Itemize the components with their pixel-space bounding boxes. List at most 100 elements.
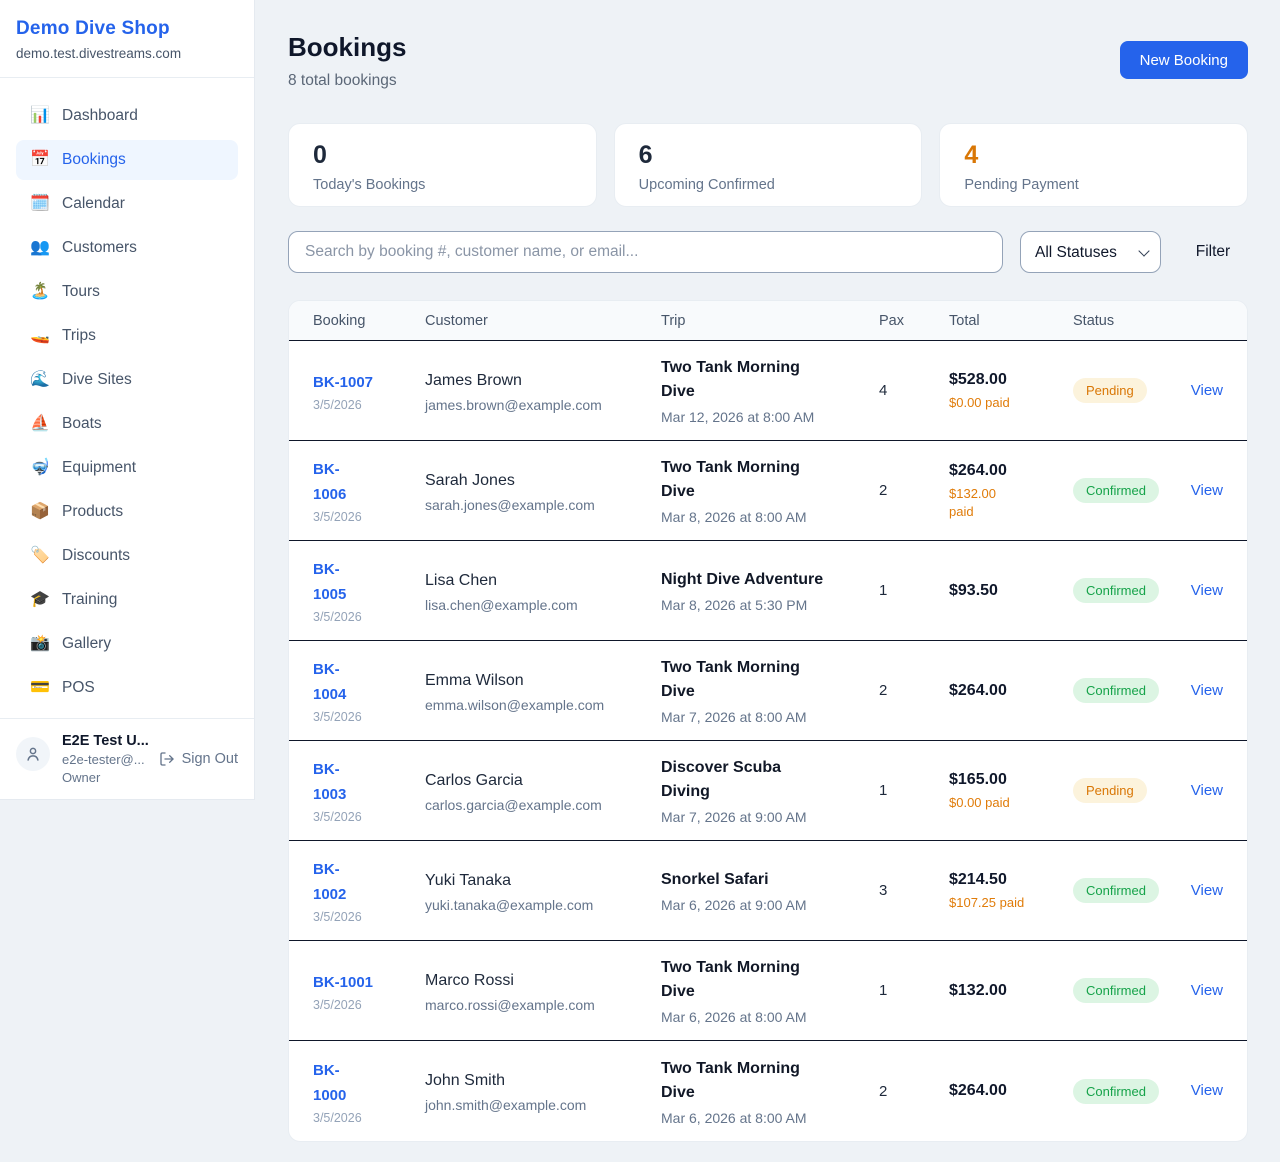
sidebar-nav: 📊 Dashboard 📅 Bookings 🗓️ Calendar 👥 Customers 🏝… [0,78,254,708]
booking-date: 3/5/2026 [313,1110,362,1125]
trip-datetime: Mar 6, 2026 at 8:00 AM [661,1009,807,1025]
total-cell: $93.50 [949,580,1073,602]
status-select[interactable]: All Statuses [1020,231,1161,273]
trip-name-line: Dive [661,483,695,500]
paid-line: $0.00 paid [949,795,1010,810]
action-cell: View [1186,382,1223,400]
customer-email: sarah.jones@example.com [425,496,595,513]
user-role: Owner [62,770,101,785]
view-link[interactable]: View [1190,981,1223,999]
table-header-row: Booking Customer Trip Pax Total Status [289,301,1247,341]
booking-id-link[interactable]: BK-1001 [313,970,425,995]
total-cell: $132.00 [949,980,1073,1002]
page-title: Bookings [288,32,407,62]
booking-cell: BK-1001 3/5/2026 [313,970,425,1012]
paid-amount: $132.00 paid [949,485,1039,521]
filter-row: All Statuses Filter [288,231,1248,273]
trip-name-line: Diving [661,783,710,800]
sidebar-item-gallery[interactable]: 📸 Gallery [16,624,238,664]
booking-id-link[interactable]: BK- 1002 [313,857,425,907]
sidebar-item-label: Training [62,591,118,608]
sidebar-item-dashboard[interactable]: 📊 Dashboard [16,96,238,136]
view-link[interactable]: View [1190,781,1223,799]
sidebar-item-discounts[interactable]: 🏷️ Discounts [16,536,238,576]
sidebar-item-training[interactable]: 🎓 Training [16,580,238,620]
trip-datetime: Mar 6, 2026 at 9:00 AM [661,897,807,913]
filter-button[interactable]: Filter [1178,243,1248,261]
paid-line: paid [949,504,974,519]
sign-out-button[interactable]: Sign Out [159,751,238,767]
sidebar-item-tours[interactable]: 🏝️ Tours [16,272,238,312]
sidebar-item-boats[interactable]: ⛵ Boats [16,404,238,444]
trip-cell: Night Dive Adventure Mar 8, 2026 at 5:30 … [661,568,879,613]
trip-name-line: Night Dive Adventure [661,571,824,588]
booking-cell: BK- 1005 3/5/2026 [313,557,425,624]
booking-id-link[interactable]: BK-1007 [313,370,425,395]
paid-amount: $0.00 paid [949,794,1039,812]
booking-id-line: BK- [313,661,340,678]
brand-domain: demo.test.divestreams.com [16,46,182,61]
booking-id-link[interactable]: BK- 1003 [313,757,425,807]
status-badge: Confirmed [1073,978,1159,1003]
sidebar-item-label: Discounts [62,547,131,564]
action-cell: View [1186,882,1223,900]
people-icon: 👥 [30,239,50,256]
sidebar-item-dive-sites[interactable]: 🌊 Dive Sites [16,360,238,400]
sidebar-item-trips[interactable]: 🚤 Trips [16,316,238,356]
status-badge: Confirmed [1073,578,1159,603]
status-cell: Confirmed [1073,678,1186,703]
trip-name-line: Dive [661,1083,695,1101]
pax-cell: 3 [879,882,888,899]
sidebar-item-label: Trips [62,327,96,344]
trip-name-line: Two Tank Morning [661,959,800,976]
user-meta: E2E Test U... e2e-tester@... Owner [62,733,149,785]
table-body: BK-1007 3/5/2026 James Brown james.brown@ex… [289,341,1247,1141]
status-badge: Pending [1073,378,1147,403]
view-link[interactable]: View [1190,881,1223,899]
paid-line: $0.00 paid [949,395,1010,410]
sidebar-item-label: Dashboard [62,107,138,124]
booking-id-line: BK- [313,861,340,878]
customer-email: lisa.chen@example.com [425,596,578,613]
view-link[interactable]: View [1190,681,1223,699]
view-link[interactable]: View [1190,481,1223,499]
search-input[interactable] [288,231,1003,273]
booking-id-link[interactable]: BK- 1004 [313,657,425,707]
trip-name: Two Tank Morning Dive [661,456,846,504]
status-cell: Pending [1073,378,1186,403]
trip-name-line: Snorkel Safari [661,871,769,888]
sidebar-item-customers[interactable]: 👥 Customers [16,228,238,268]
sidebar-item-equipment[interactable]: 🤿 Equipment [16,448,238,488]
table-row: BK- 1005 3/5/2026 Lisa Chen lisa.chen@exampl… [289,541,1247,641]
customer-name: Lisa Chen [425,571,498,589]
bar-chart-icon: 📊 [30,107,50,124]
column-header-status: Status [1073,312,1115,329]
booking-id-link[interactable]: BK- 1005 [313,557,425,607]
table-row: BK- 1002 3/5/2026 Yuki Tanaka yuki.tanaka@ex… [289,841,1247,941]
booking-id-link[interactable]: BK- 1000 [313,1058,425,1108]
customer-cell: Marco Rossi marco.rossi@example.com [425,969,661,1013]
sidebar-item-bookings[interactable]: 📅 Bookings [16,140,238,180]
sign-out-label: Sign Out [181,751,238,767]
sidebar-item-label: Bookings [62,151,126,168]
sidebar-item-calendar[interactable]: 🗓️ Calendar [16,184,238,224]
view-link[interactable]: View [1190,381,1223,399]
stat-label: Today's Bookings [313,177,426,193]
island-icon: 🏝️ [30,283,50,300]
main-content: Bookings 8 total bookings New Booking 0 T… [288,0,1249,1142]
trip-name: Night Dive Adventure [661,568,846,592]
tag-icon: 🏷️ [30,547,50,564]
status-cell: Confirmed [1073,878,1186,903]
booking-id-line: 1002 [313,886,347,903]
sidebar-item-products[interactable]: 📦 Products [16,492,238,532]
sidebar-item-pos[interactable]: 💳 POS [16,668,238,708]
total-cell: $214.50 $107.25 paid [949,869,1073,912]
status-cell: Pending [1073,778,1186,803]
customer-cell: Emma Wilson emma.wilson@example.com [425,669,661,713]
view-link[interactable]: View [1190,1082,1223,1099]
total-amount: $528.00 [949,371,1007,388]
trip-name: Two Tank Morning Dive [661,1057,846,1105]
new-booking-button[interactable]: New Booking [1119,41,1248,79]
view-link[interactable]: View [1190,581,1223,599]
booking-id-link[interactable]: BK- 1006 [313,457,425,507]
